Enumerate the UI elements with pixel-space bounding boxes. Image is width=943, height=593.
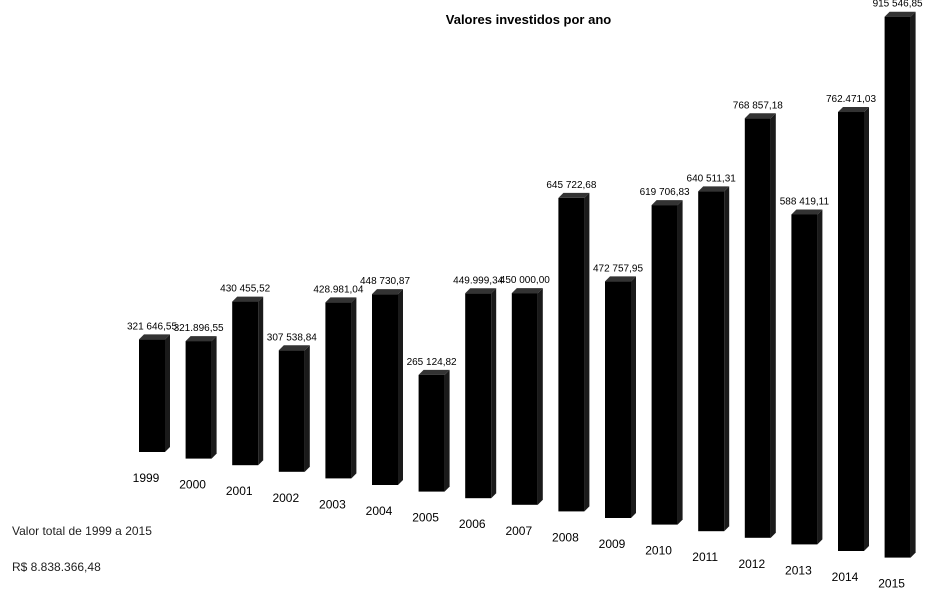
bar-value-label: 645 722,68	[546, 180, 596, 191]
bar-side	[444, 369, 450, 492]
bar	[651, 205, 678, 525]
bar	[372, 294, 398, 485]
bar	[698, 191, 725, 532]
bar	[185, 341, 212, 459]
bar-value-label: 619 706,83	[640, 187, 690, 198]
x-tick-label: 2008	[552, 530, 579, 544]
bar-top	[465, 288, 497, 294]
bar-top	[744, 113, 776, 119]
x-tick-label: 2015	[878, 577, 905, 591]
bar-value-label: 265 124,82	[407, 357, 457, 368]
x-tick-label: 2001	[226, 484, 253, 498]
bar-top	[418, 369, 450, 375]
bar-side	[724, 186, 730, 532]
bar	[884, 16, 911, 558]
bar-top	[791, 209, 823, 215]
bar	[791, 214, 818, 545]
bar-value-label: 430 455,52	[220, 284, 270, 295]
bar	[744, 118, 771, 538]
bar-top	[698, 186, 730, 192]
x-tick-label: 2010	[645, 544, 672, 558]
bar-value-label: 588 419,11	[780, 196, 830, 207]
bar-value-label: 448 730,87	[360, 276, 410, 287]
bar-top	[558, 192, 590, 198]
bar-side	[351, 297, 357, 479]
bar	[558, 197, 585, 512]
bar	[418, 374, 445, 492]
bar-value-label: 768 857,18	[733, 100, 783, 111]
bar-side	[677, 200, 683, 525]
bar-value-label: 321.896,55	[174, 323, 224, 334]
x-tick-label: 2004	[366, 504, 393, 518]
bar-top	[511, 288, 543, 294]
bar-side	[584, 192, 590, 512]
x-tick-label: 2005	[412, 511, 439, 525]
bar-side	[770, 113, 776, 538]
x-tick-label: 1999	[133, 471, 160, 485]
x-tick-label: 2011	[692, 550, 718, 564]
bar-top	[278, 345, 310, 351]
bar	[605, 281, 631, 518]
bar-side	[631, 276, 636, 518]
bar-top	[232, 296, 264, 302]
bar-top	[884, 11, 916, 17]
bar-side	[537, 288, 543, 505]
bar-top	[651, 200, 683, 206]
bar-value-label: 307 538,84	[267, 332, 317, 343]
bar-top	[325, 297, 357, 303]
x-tick-label: 2006	[459, 517, 486, 531]
bar-value-label: 640 511,31	[687, 173, 737, 184]
bar-value-label: 472 757,95	[593, 263, 643, 274]
bar-value-label: 449.999,34	[453, 275, 503, 286]
bar	[278, 350, 305, 472]
bar	[511, 293, 538, 505]
bar-side	[864, 107, 869, 552]
chart-title: Valores investidos por ano	[445, 12, 612, 27]
bar-top	[605, 276, 636, 282]
bar-value-label: 915 546,85	[873, 0, 923, 10]
bar	[325, 302, 352, 479]
bar-value-label: 450 000,00	[500, 275, 550, 286]
bar-top	[185, 336, 217, 342]
bar-top	[838, 107, 869, 113]
bar-side	[258, 296, 264, 466]
bar-side	[491, 288, 497, 499]
x-tick-label: 2003	[319, 497, 346, 511]
bar	[232, 301, 259, 466]
x-tick-label: 2007	[505, 524, 532, 538]
bar	[465, 293, 492, 499]
x-tick-label: 2012	[738, 557, 765, 571]
bar-side	[211, 336, 217, 459]
bar-value-label: 321 646,55	[127, 321, 177, 332]
bar-value-label: 428.981,04	[313, 284, 363, 295]
x-tick-label: 2009	[599, 537, 626, 551]
bar	[838, 112, 864, 552]
total-label: Valor total de 1999 a 2015	[12, 524, 152, 538]
x-tick-label: 2000	[179, 478, 206, 492]
bar	[139, 339, 165, 452]
x-tick-label: 2014	[832, 570, 859, 584]
bar-value-label: 762.471,03	[826, 94, 876, 105]
bar-side	[817, 209, 823, 545]
total-value: R$ 8.838.366,48	[12, 560, 101, 574]
x-tick-label: 2013	[785, 563, 812, 577]
bar-side	[165, 334, 170, 452]
bar-side	[304, 345, 310, 472]
bar-side	[910, 11, 916, 558]
bar-top	[139, 334, 170, 340]
bar-top	[372, 289, 403, 295]
bar-side	[398, 289, 403, 485]
x-tick-label: 2002	[272, 491, 299, 505]
